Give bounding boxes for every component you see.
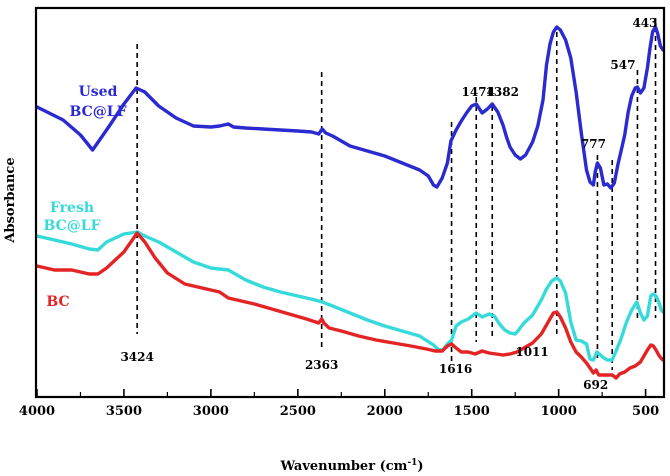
peak-label-443: 443 [632,16,657,30]
peak-lines-layer [136,18,657,370]
x-axis-ticks: 4000 3500 3000 2500 2000 1500 1000 500 [19,389,659,419]
x-tick-label-3000: 3000 [193,404,229,419]
series-label-fresh-bc-lf-line-2: BC@LF [43,218,100,234]
peak-label-3424: 3424 [120,350,153,364]
x-axis-title-main: Wavenumber (cm [279,459,407,474]
x-axis-title: Wavenumber (cm-1) [279,458,423,474]
peak-label-1382: 1382 [486,85,519,99]
series-label-fresh-bc-lf-line-1: Fresh [50,200,94,216]
x-tick-label-3500: 3500 [106,404,142,419]
peak-label-692: 692 [583,378,608,392]
peak-label-2363: 2363 [305,358,338,372]
x-tick-label-2000: 2000 [367,404,403,419]
series-label-used-bc-lf-line-1: Used [79,84,118,100]
peak-label-1616: 1616 [439,362,472,376]
series-line-used-bc-lf [35,25,665,190]
series-labels-layer: Used BC@LF Fresh BC@LF BC [43,84,126,310]
y-axis-title: Absorbance [3,157,18,243]
x-axis-title-sup: -1 [407,458,417,468]
peak-label-777: 777 [581,137,606,151]
peak-label-547: 547 [610,58,635,72]
series-line-bc [35,231,665,380]
x-tick-label-500: 500 [632,404,659,419]
series-layer [35,25,665,380]
series-label-used-bc-lf-line-2: BC@LF [69,104,126,120]
peak-label-1011: 1011 [515,345,548,359]
x-tick-label-1500: 1500 [454,404,490,419]
x-axis-title-close: ) [417,459,423,474]
peak-label-1474: 1474 [462,85,495,99]
x-tick-label-1000: 1000 [541,404,577,419]
plot-frame [34,6,666,399]
x-tick-label-2500: 2500 [280,404,316,419]
series-line-fresh-bc-lf [35,230,665,362]
x-tick-label-4000: 4000 [19,404,55,419]
series-label-bc-line-1: BC [46,294,69,310]
